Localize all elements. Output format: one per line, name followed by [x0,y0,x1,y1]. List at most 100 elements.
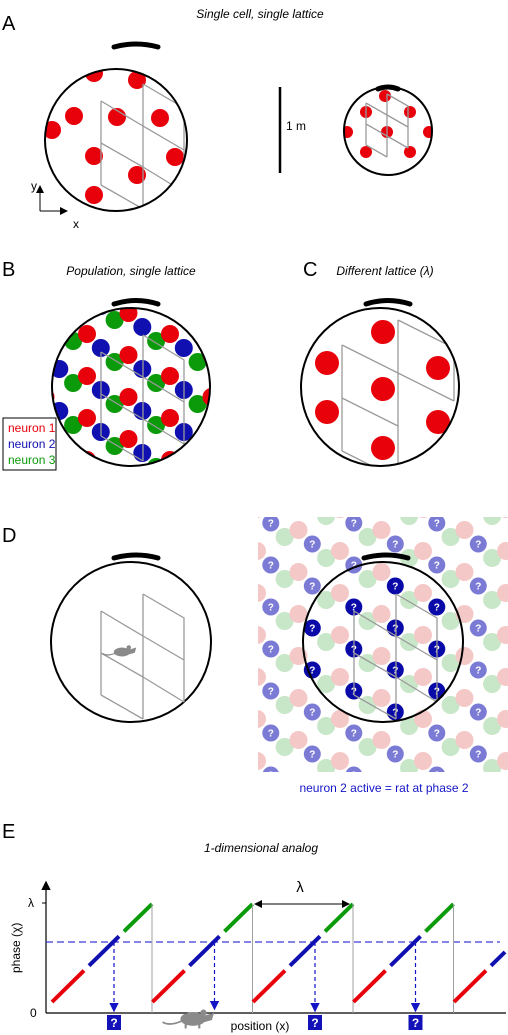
question-mark: ? [268,519,274,530]
faded-field-dot [207,731,225,749]
faded-field-dot [275,612,294,630]
question-mark: ? [351,603,357,614]
faded-field-dot [497,710,508,728]
neuron-2-dot: ? [470,494,487,511]
neuron-2-dot: ? [179,473,196,490]
neuron-2-dot: ? [386,535,404,553]
neuron-2-dot: ? [179,599,196,616]
question-mark: ? [475,540,481,551]
field-dot [315,351,339,375]
neuron-1-field-dot [37,220,55,238]
neuron-1-field-dot [120,220,138,238]
faded-field-dot [193,780,211,798]
question-mark: ? [392,750,398,761]
neuron-1-field-dot [37,514,55,532]
question-mark: ? [226,750,232,761]
neuron-2-field-dot [216,570,234,588]
neuron-1-field-dot [120,514,138,532]
faded-field-dot [234,633,252,651]
question-mark: ? [475,792,481,803]
question-mark: ? [392,582,398,593]
faded-field-dot [331,710,349,728]
question-mark: ? [309,624,315,635]
question-mark: ? [434,561,440,572]
faded-field-dot [400,843,418,861]
question-mark: ? [226,792,232,803]
faded-field-dot [193,486,211,504]
field-dot [371,436,395,460]
faded-field-dot [497,752,508,770]
faded-field-dot [331,584,349,602]
faded-field-dot [335,517,345,518]
faded-field-dot [441,696,460,714]
faded-field-dot [497,458,508,476]
faded-field-dot [234,717,252,735]
neuron-3-field-dot [188,395,207,413]
neuron-2-dot: ? [428,809,445,826]
neuron-2-field-dot [216,612,234,630]
panel-e: E 1-dimensional analog λ 0 phase (χ) pos… [2,821,507,1033]
question-mark: ? [434,813,440,824]
faded-field-dot [372,521,391,539]
faded-field-dot [414,458,432,476]
faded-field-dot [165,668,183,686]
question-mark: ? [392,666,398,677]
lattice-lines [353,593,438,720]
neuron-2-dot: ? [469,745,487,763]
faded-field-dot [414,794,432,812]
neuron-3-field-dot [272,185,290,203]
faded-field-dot [497,794,508,812]
faded-field-dot [455,647,474,665]
faded-field-dot [234,675,252,693]
faded-field-dot [497,542,508,560]
neuron-3-field-dot [64,626,82,644]
legend-box [2,417,57,471]
neuron-3-field-dot [188,311,207,329]
neuron-3-field-dot [147,206,165,224]
neuron-1-field-dot [0,325,13,343]
question-mark: ? [268,603,274,614]
faded-field-dot [258,668,266,686]
cue-card [361,552,411,561]
faded-field-dot [455,521,474,539]
faded-field-dot [441,570,460,588]
panel-c-field-dots [315,320,450,460]
neuron-2-field-dot [133,360,152,378]
neuron-1-field-dot [37,178,55,196]
neuron-2-dot: ? [303,619,321,637]
panel-b: B Population, single lattice neuron 1 ne… [0,178,290,644]
neuron-2-field-dot [133,276,151,294]
panel-d: D ??????????????????????????????????????… [2,458,508,861]
faded-field-dot [275,654,294,672]
field-dot [187,112,205,130]
neuron-2-dot: ? [345,809,362,826]
neuron-2-field-dot [258,423,276,441]
neuron-2-field-dot [216,486,234,504]
neuron-1-field-dot [244,451,262,469]
panel-d-phase-map: ????????????????????????????????????????… [165,458,508,861]
faded-field-dot [258,584,266,602]
neuron-1-field-dot [203,262,221,280]
question-mark: ? [268,687,274,698]
neuron-1-field-dot [78,493,96,511]
question-mark: ? [268,771,274,782]
neuron-1-field-dot [203,556,221,574]
neuron-2-dot: ? [345,473,362,490]
neuron-2-field-dot [50,486,68,504]
faded-field-dot [165,794,183,812]
neuron-3-field-dot [230,542,248,560]
neuron-2-field-dot [216,192,234,210]
faded-field-dot [372,605,391,623]
faded-field-dot [497,626,508,644]
question-mark: ? [392,624,398,635]
field-dot [315,400,339,424]
neuron-2-field-dot [133,444,152,462]
neuron-1-field-dot [78,325,96,343]
lattice-lines [365,93,409,158]
phase-segment-neuron-3 [223,902,254,933]
panel-c-label: C [303,259,317,281]
neuron-1-field-dot [0,367,13,385]
neuron-2-field-dot [9,213,27,231]
faded-field-dot [317,591,336,609]
arena-circle [50,561,212,723]
